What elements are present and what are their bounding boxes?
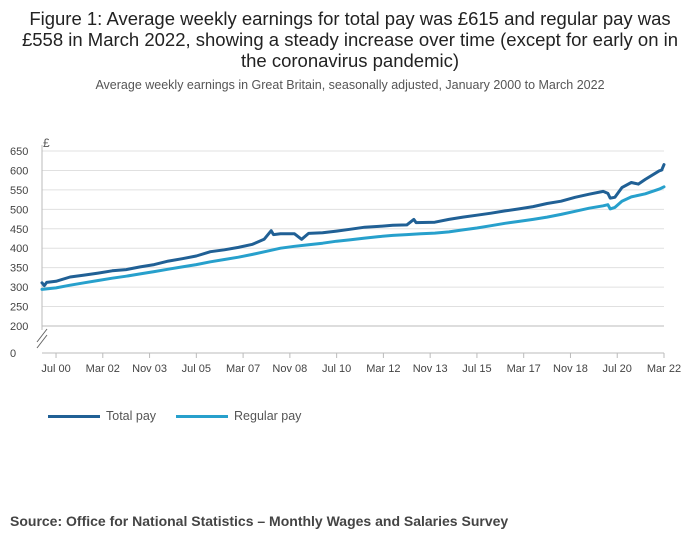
source-note: Source: Office for National Statistics –… [10, 513, 509, 529]
x-tick-label: Jul 20 [603, 363, 632, 375]
gridlines [42, 150, 664, 354]
legend-swatch-regular-pay [176, 414, 229, 418]
x-tick-label: Nov 08 [272, 363, 307, 375]
series-line-total-pay [40, 163, 666, 288]
y-tick-label: 350 [10, 263, 28, 275]
x-tick-label: Mar 02 [86, 363, 120, 375]
y-tick-label: 200 [10, 321, 28, 333]
series-line-regular-pay [40, 185, 666, 291]
x-tick-label: Jul 15 [462, 363, 491, 375]
x-axis-ticks: Jul 00 Mar 02 Nov 03 Jul 05 Mar 07 Nov 08 Jul … [41, 353, 681, 375]
x-tick-label: Jul 05 [182, 363, 211, 375]
axis-break-mark [36, 334, 48, 349]
y-tick-label: 400 [10, 243, 28, 255]
legend-item-regular-pay: Regular pay [176, 409, 301, 423]
legend: Total pay Regular pay [48, 409, 321, 423]
y-tick-label: 600 [10, 165, 28, 177]
y-axis-label: £ [43, 136, 50, 150]
y-tick-label: 250 [10, 302, 28, 314]
legend-swatch-total-pay [48, 414, 100, 418]
x-tick-label: Nov 03 [132, 363, 167, 375]
y-tick-label: 300 [10, 282, 28, 294]
legend-label-regular-pay: Regular pay [234, 409, 302, 423]
x-tick-label: Jul 00 [41, 363, 70, 375]
y-tick-label: 0 [10, 348, 16, 360]
y-axis-ticks: 650 600 550 500 450 400 350 300 250 200 0 [10, 146, 28, 360]
chart-title: Figure 1: Average weekly earnings for to… [21, 8, 679, 71]
x-tick-label: Mar 17 [507, 363, 541, 375]
x-tick-label: Mar 07 [226, 363, 260, 375]
x-tick-label: Mar 12 [366, 363, 400, 375]
y-tick-label: 550 [10, 185, 28, 197]
line-chart: 650 600 550 500 450 400 350 300 250 200 0 £ Jul 00… [10, 136, 681, 375]
x-tick-label: Nov 18 [553, 363, 588, 375]
chart-subtitle: Average weekly earnings in Great Britain… [95, 78, 605, 92]
legend-item-total-pay: Total pay [48, 409, 156, 423]
x-tick-label: Nov 13 [413, 363, 448, 375]
y-tick-label: 500 [10, 204, 28, 216]
y-tick-label: 450 [10, 224, 28, 236]
axis-break-mark [36, 328, 48, 343]
x-tick-label: Jul 10 [322, 363, 351, 375]
x-tick-label: Mar 22 [647, 363, 681, 375]
series-lines [40, 163, 666, 291]
y-axis-break [36, 145, 48, 349]
y-tick-label: 650 [10, 146, 28, 158]
legend-label-total-pay: Total pay [106, 409, 157, 423]
